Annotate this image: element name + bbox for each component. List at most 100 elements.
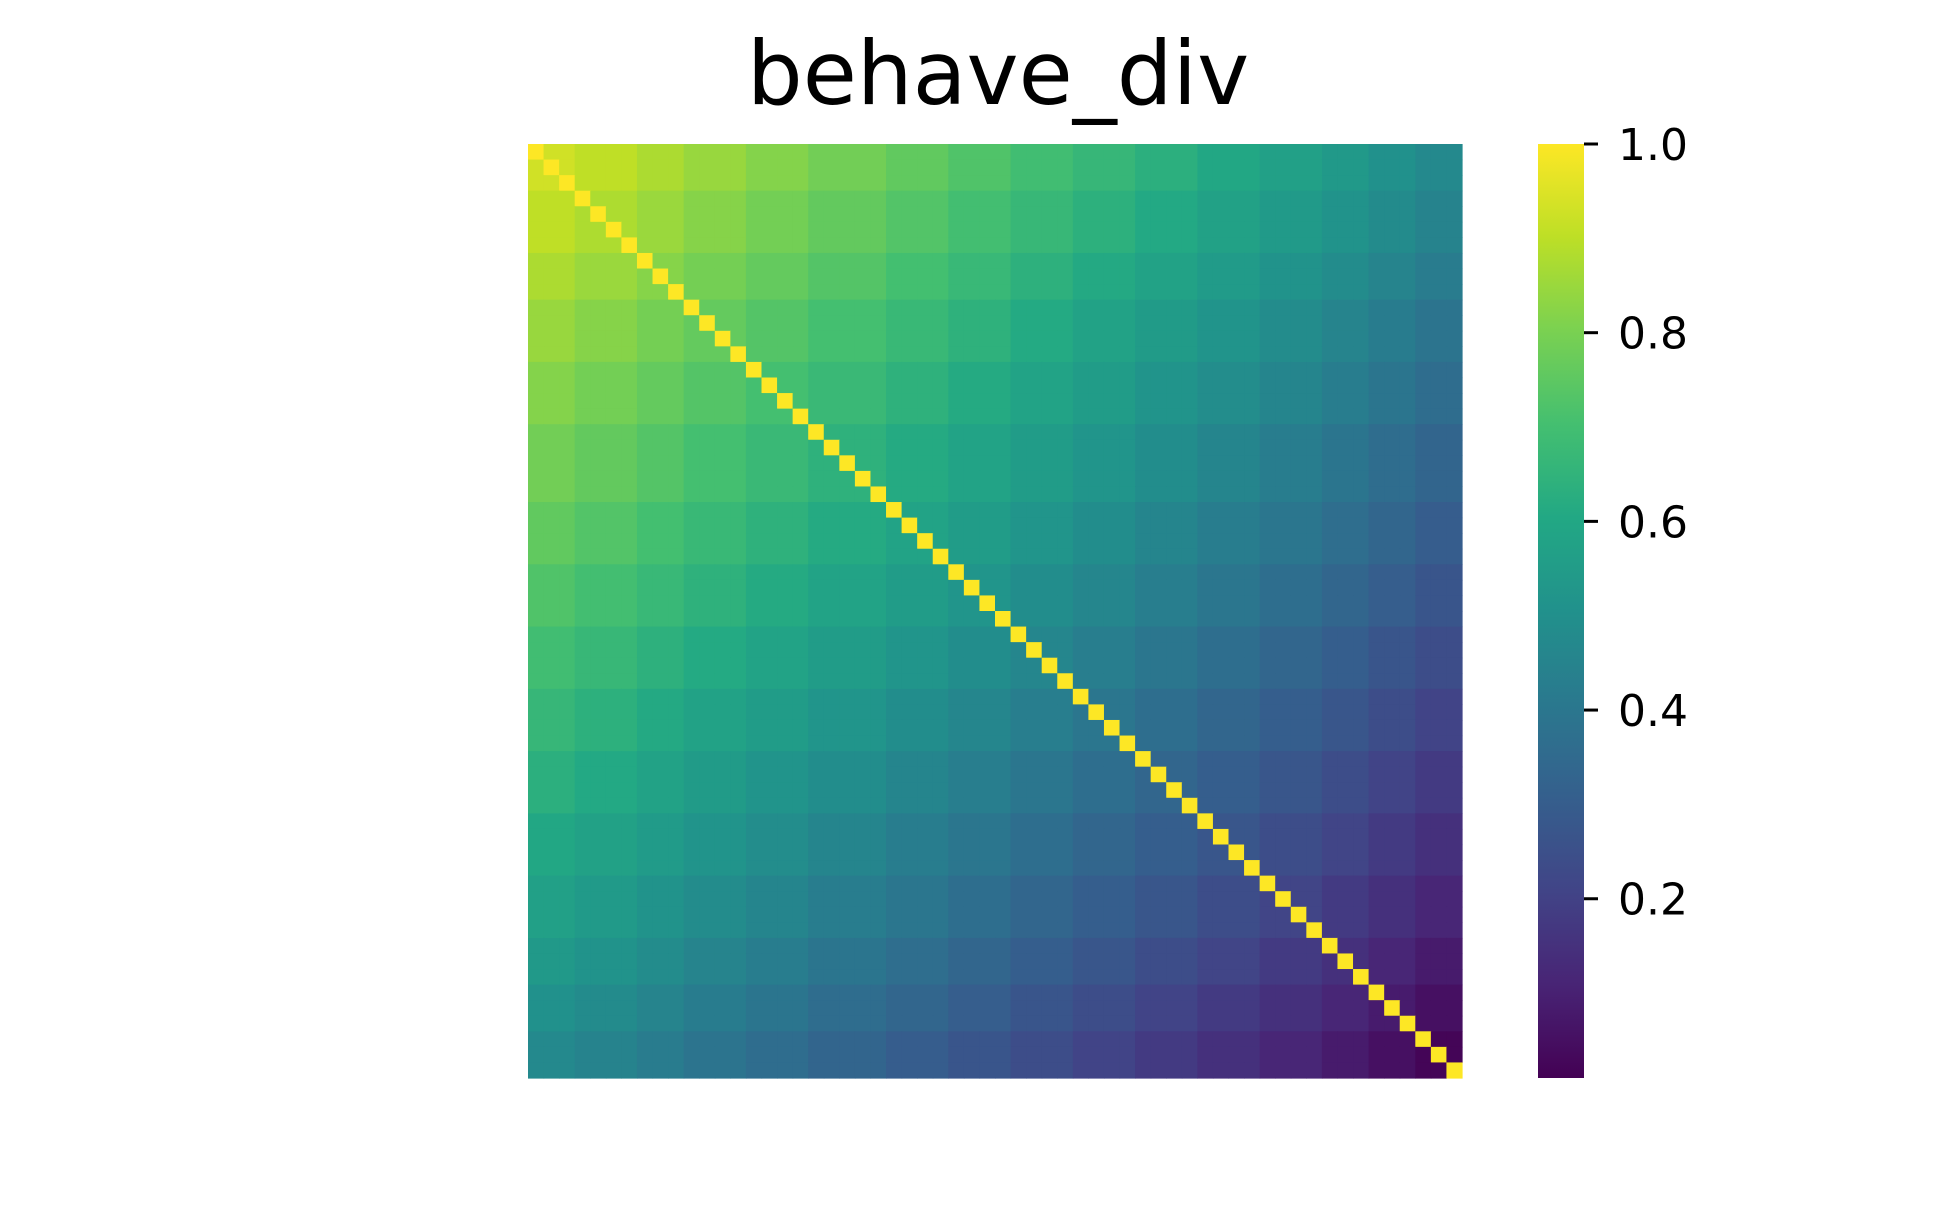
- heatmap-cell: [1057, 875, 1074, 892]
- heatmap-cell: [1321, 626, 1339, 643]
- heatmap-cell: [730, 657, 747, 674]
- heatmap-cell: [1228, 330, 1245, 347]
- heatmap-cell: [1430, 626, 1448, 643]
- heatmap-cell: [1415, 175, 1432, 192]
- heatmap-cell: [808, 533, 825, 550]
- heatmap-cell: [963, 533, 981, 550]
- heatmap-cell: [761, 361, 778, 379]
- heatmap-cell: [854, 284, 872, 301]
- heatmap-cell: [574, 548, 591, 565]
- heatmap-cell: [1150, 175, 1167, 192]
- heatmap-cell: [792, 688, 809, 705]
- heatmap-cell: [699, 548, 716, 565]
- chart-title: behave_div: [746, 22, 1250, 125]
- heatmap-cell: [745, 330, 763, 347]
- heatmap-cell: [574, 922, 591, 939]
- heatmap-cell: [1103, 595, 1121, 612]
- heatmap-cell: [808, 1000, 825, 1017]
- heatmap-cell: [777, 984, 794, 1001]
- heatmap-cell: [1103, 1031, 1121, 1048]
- heatmap-cell: [1010, 751, 1027, 768]
- heatmap-cell: [839, 1046, 856, 1064]
- heatmap-cell: [823, 875, 840, 892]
- heatmap-cell: [1010, 828, 1027, 846]
- heatmap-cell: [1088, 735, 1105, 752]
- heatmap-cell: [1446, 797, 1463, 814]
- heatmap-cell: [1446, 206, 1463, 223]
- heatmap-cell-diagonal: [1368, 984, 1385, 1001]
- heatmap-cell: [745, 1031, 763, 1048]
- heatmap-cell: [1212, 984, 1230, 1001]
- heatmap-cell: [1119, 891, 1136, 908]
- heatmap-cell: [1306, 673, 1323, 690]
- heatmap-cell: [1228, 735, 1245, 752]
- heatmap-cell: [559, 361, 576, 379]
- heatmap-cell: [1166, 1000, 1183, 1017]
- heatmap-cell: [995, 766, 1012, 783]
- heatmap-cell: [1057, 891, 1074, 908]
- heatmap-cell: [1244, 190, 1261, 207]
- heatmap-cell: [777, 766, 794, 783]
- heatmap-cell: [559, 377, 576, 394]
- heatmap-cell: [528, 673, 545, 690]
- heatmap-cell: [1384, 969, 1401, 986]
- heatmap-cell: [605, 299, 622, 316]
- heatmap-cell: [1150, 564, 1167, 581]
- heatmap-cell: [870, 361, 887, 379]
- heatmap-cell: [621, 361, 638, 379]
- heatmap-cell: [1150, 688, 1167, 705]
- heatmap-cell: [1399, 486, 1416, 503]
- heatmap-cell: [1368, 906, 1385, 923]
- heatmap-cell: [1430, 330, 1448, 347]
- heatmap-cell: [1399, 595, 1416, 612]
- heatmap-cell: [1010, 611, 1027, 628]
- heatmap-cell: [1166, 502, 1183, 519]
- heatmap-cell: [683, 377, 700, 394]
- heatmap-cell: [886, 361, 903, 379]
- heatmap-cell: [1135, 299, 1152, 316]
- heatmap-cell: [979, 797, 996, 814]
- heatmap-cell: [1446, 969, 1463, 986]
- heatmap-cell: [1119, 984, 1136, 1001]
- heatmap-cell: [636, 766, 654, 783]
- heatmap-cell: [1166, 408, 1183, 425]
- heatmap-cell: [995, 144, 1012, 161]
- heatmap-cell: [1259, 330, 1276, 347]
- heatmap-cell: [636, 704, 654, 721]
- heatmap-cell: [1430, 937, 1448, 955]
- heatmap-cell: [1197, 221, 1214, 238]
- heatmap-cell: [1197, 828, 1214, 846]
- heatmap-cell: [1166, 221, 1183, 238]
- heatmap-cell: [901, 284, 918, 301]
- heatmap-cell: [1259, 284, 1276, 301]
- heatmap-cell: [979, 735, 996, 752]
- heatmap-cell: [948, 284, 965, 301]
- heatmap-cell: [1321, 735, 1339, 752]
- heatmap-cell: [1430, 782, 1448, 799]
- heatmap-cell-diagonal: [854, 470, 872, 488]
- heatmap-cell: [559, 642, 576, 659]
- heatmap-cell: [699, 237, 716, 254]
- heatmap-cell: [1119, 642, 1136, 659]
- heatmap-cell: [714, 984, 731, 1001]
- heatmap-cell: [1057, 719, 1074, 737]
- heatmap-cell: [730, 564, 747, 581]
- heatmap-cell: [1026, 330, 1043, 347]
- heatmap-cell: [963, 252, 981, 270]
- heatmap-cell: [1368, 969, 1385, 986]
- heatmap-cell: [1244, 346, 1261, 363]
- heatmap-cell: [745, 517, 763, 534]
- heatmap-cell: [761, 751, 778, 768]
- heatmap-cell: [1197, 642, 1214, 659]
- heatmap-cell: [808, 875, 825, 892]
- heatmap-cell: [1103, 984, 1121, 1001]
- heatmap-cell: [543, 237, 560, 254]
- heatmap-cell: [1368, 330, 1385, 347]
- heatmap-cell: [528, 284, 545, 301]
- heatmap-cell: [1088, 642, 1105, 659]
- heatmap-cell: [870, 470, 887, 488]
- heatmap-cell: [1275, 813, 1292, 830]
- heatmap-cell: [1259, 533, 1276, 550]
- heatmap-cell: [1306, 937, 1323, 955]
- heatmap-cell: [590, 828, 607, 846]
